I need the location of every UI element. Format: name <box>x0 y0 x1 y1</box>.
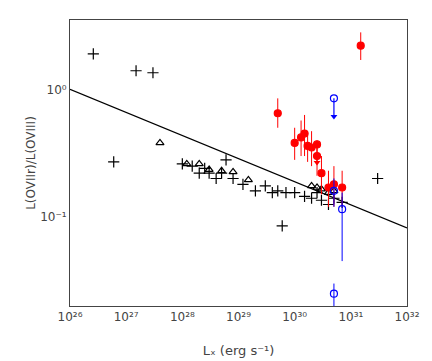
svg-text:10²⁹: 10²⁹ <box>226 310 251 324</box>
svg-text:Lₓ (erg s⁻¹): Lₓ (erg s⁻¹) <box>203 343 275 358</box>
svg-text:10²⁶: 10²⁶ <box>58 310 83 324</box>
svg-text:10³²: 10³² <box>395 310 420 324</box>
svg-text:10⁻¹: 10⁻¹ <box>40 210 67 224</box>
svg-text:10³¹: 10³¹ <box>338 310 363 324</box>
svg-text:10⁰: 10⁰ <box>47 83 67 97</box>
svg-text:10³⁰: 10³⁰ <box>282 310 307 324</box>
svg-text:10²⁷: 10²⁷ <box>114 310 139 324</box>
svg-text:L(OVIIr)/L(OVIII): L(OVIIr)/L(OVIII) <box>24 116 38 210</box>
svg-text:10²⁸: 10²⁸ <box>170 310 195 324</box>
